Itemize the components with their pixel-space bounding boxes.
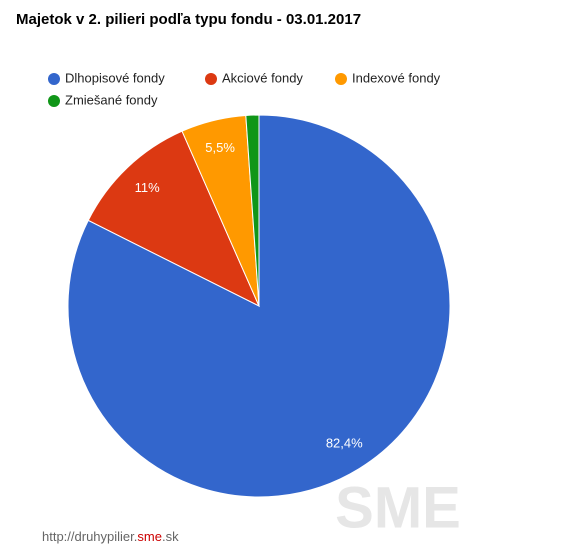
slice-label: 82,4% <box>326 436 363 451</box>
legend-label: Akciové fondy <box>222 70 303 85</box>
footer-link: http://druhypilier.sme.sk <box>42 529 179 544</box>
pie-slice <box>245 114 260 307</box>
pie-slice <box>87 130 261 308</box>
legend-swatch <box>48 95 60 107</box>
legend-label: Indexové fondy <box>352 70 441 85</box>
legend-swatch <box>48 73 60 85</box>
legend-label: Dlhopisové fondy <box>65 70 165 85</box>
watermark: SME <box>335 475 461 540</box>
legend-label: Zmiešané fondy <box>65 92 158 107</box>
slice-label: 11% <box>135 180 160 195</box>
slice-label: 5,5% <box>205 140 235 155</box>
legend-swatch <box>205 73 217 85</box>
legend-swatch <box>335 73 347 85</box>
footer-highlight: sme <box>137 529 162 544</box>
chart-title: Majetok v 2. pilieri podľa typu fondu - … <box>16 11 361 28</box>
footer-suffix: .sk <box>162 529 179 544</box>
footer-prefix: http://druhypilier. <box>42 529 137 544</box>
